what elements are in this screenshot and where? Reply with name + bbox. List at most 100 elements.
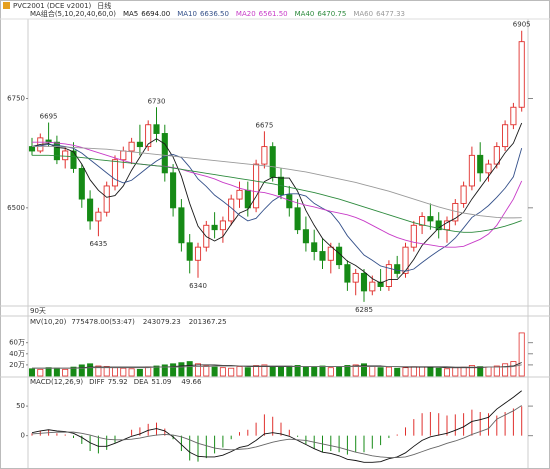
candle-body [427,216,434,222]
macd-line [31,405,522,458]
candle-body [477,154,484,174]
candle-body [360,272,368,292]
candle-body [87,198,94,222]
candle-body [302,229,309,244]
volume-bar [493,365,500,377]
ma-line [32,141,523,248]
volume-bar [53,367,60,377]
candle-body [70,150,77,169]
legend-value: 6477.33 [376,10,405,18]
volume-bar [253,365,260,377]
candle-body [236,189,243,200]
ma-line [31,122,523,284]
legend-name: MA5 [123,10,138,18]
volume-bar [452,367,459,377]
extreme-label: 6285 [355,306,373,314]
candle-body [294,207,301,231]
indicator-label: MACD(12,26,9) [30,378,83,386]
candle-body [327,246,334,261]
macd-line [31,390,522,463]
volume-bar [377,367,384,377]
candle-body [194,246,202,261]
volume-bar [128,368,135,377]
indicator-label: MV(10,20) [30,318,67,326]
volume-ma-line [32,362,522,369]
candle-body [211,224,218,231]
volume-bar [460,366,467,377]
candle-body [369,281,376,292]
app-icon [3,2,10,9]
indicator-label: MA组合(5,10,20,40,60,0) [30,9,116,18]
candle-body [153,124,160,134]
legend: MV(10,20) 775478.00(53:47) 243079.23 201367… [30,318,227,326]
candle-body [120,150,127,161]
extreme-label: 6905 [513,21,531,29]
volume-bar [352,364,359,377]
header: PVC2001 (DCE v2001) 日线 [13,1,111,10]
extreme-label: 6675 [255,121,273,129]
extreme-label: 6730 [148,97,166,105]
y-tick-label: 60万 [9,339,25,347]
legend-name: MA20 [236,10,256,18]
ma-line [31,143,523,272]
y-tick-label: 0 [21,432,25,440]
candle-body [493,146,500,165]
volume-bar [186,361,193,377]
candle-body [170,172,177,209]
candle-body [253,163,260,209]
candle-body [510,106,517,126]
candle-body [244,189,251,209]
volume-bar [477,366,484,377]
candle-body [518,41,525,108]
histogram-value: 49.66 [181,378,202,386]
extreme-label: 6435 [89,240,107,248]
volume-ma-line [32,364,522,369]
volume-bar [510,361,517,377]
legend-name: MA60 [353,10,373,18]
period: 日线 [97,1,111,10]
y-tick-label: 50 [16,402,25,410]
volume-bar [120,367,127,377]
candle-body [219,220,226,231]
x-axis-label: 90天 [30,307,46,315]
legend-value: 6636.50 [200,10,229,18]
candle-body [502,124,509,148]
volume-bar [286,365,293,377]
candle-body [410,224,417,248]
candle-body [402,246,409,274]
candle-body [261,146,268,165]
volume-bar [161,364,168,377]
volume-bar [419,366,426,377]
volume-bar [302,366,309,377]
volume-bar [45,367,52,377]
volume-bar [344,365,351,377]
legend-name: DIFF [89,378,105,386]
candle-body [103,185,110,213]
volume-bar [170,363,177,377]
volume-bar [435,367,442,377]
volume-bar [443,368,450,377]
candle-body [161,133,168,174]
candle-body [311,242,318,252]
candle-body [468,154,475,187]
symbol-title: PVC2001 (DCE v2001) [13,2,92,10]
candle-body [186,242,193,261]
candle-body [53,141,60,161]
legend-value: 243079.23 [143,318,181,326]
candle-body [319,251,326,261]
candle-body [336,246,343,266]
volume-bar [28,368,35,377]
volume-bar [244,367,251,377]
volume-bar [261,364,268,377]
candle-body [128,141,135,152]
candle-body [145,124,152,148]
candle-body [78,168,85,200]
volume-bar [62,368,69,377]
y-tick-label: 6750 [7,95,25,103]
volume-bar [228,367,235,377]
candle-body [394,264,401,274]
y-tick-label: 40万 [9,350,25,358]
volume-bar [37,368,44,377]
volume-bar [402,367,409,377]
legend-value: 51.09 [151,378,171,386]
